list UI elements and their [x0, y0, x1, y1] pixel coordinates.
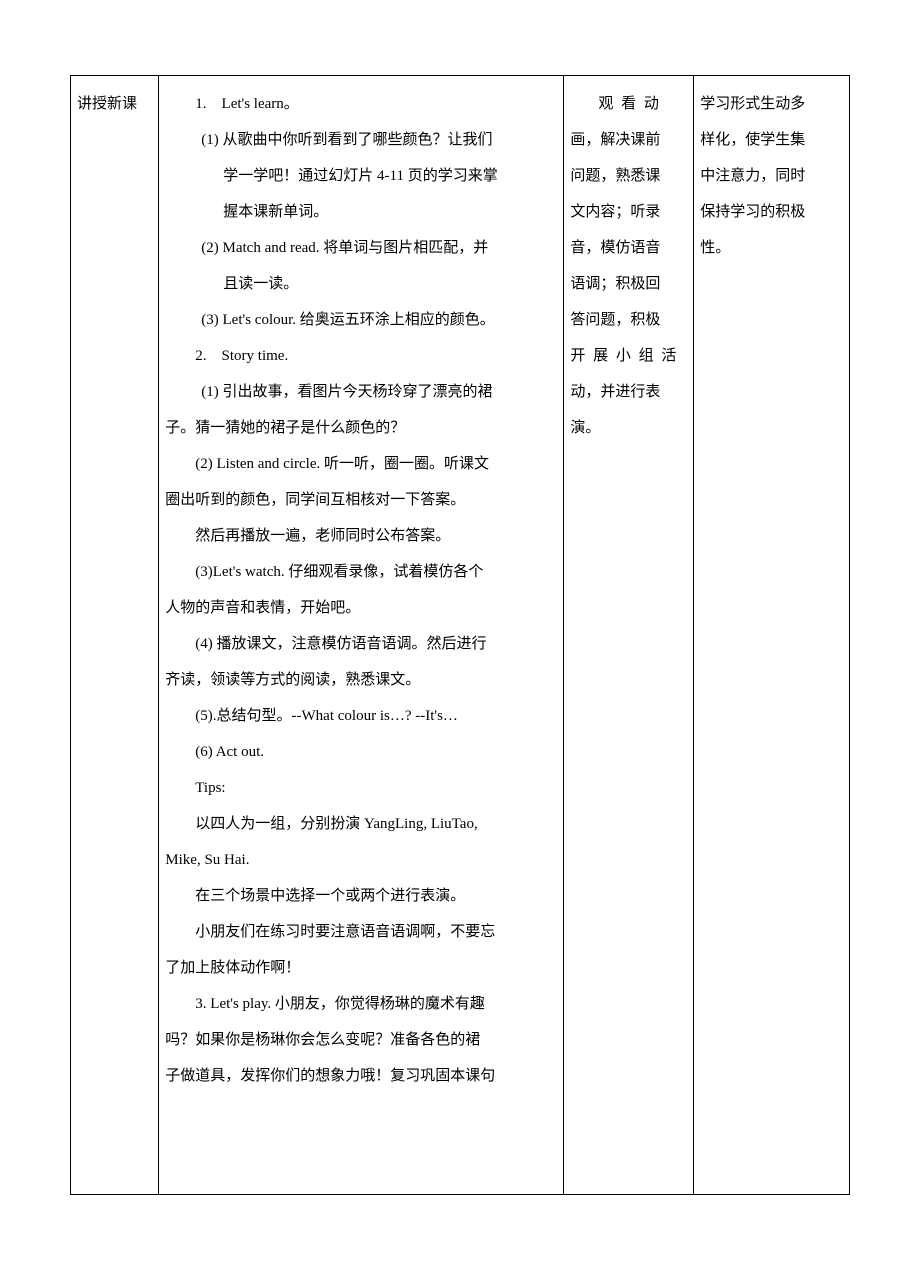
- section-head: 1. Let's learn。: [165, 86, 557, 122]
- line: 学习形式生动多: [700, 86, 843, 122]
- tips-item-cont: 了加上肢体动作啊！: [165, 950, 557, 986]
- student-activity-cell: 观 看 动 画，解决课前 问题，熟悉课 文内容；听录 音，模仿语音 语调；积极回…: [564, 76, 694, 1195]
- line: 动，并进行表: [570, 374, 687, 410]
- section-head: 2. Story time.: [165, 338, 557, 374]
- line: 样化，使学生集: [700, 122, 843, 158]
- line: 性。: [700, 230, 843, 266]
- line: 中注意力，同时: [700, 158, 843, 194]
- item-cont: 学一学吧！通过幻灯片 4-11 页的学习来掌: [165, 158, 557, 194]
- tips-head: Tips:: [165, 770, 557, 806]
- item-cont: 握本课新单词。: [165, 194, 557, 230]
- line: 演。: [570, 410, 687, 446]
- item: (6) Act out.: [165, 734, 557, 770]
- line: 画，解决课前: [570, 122, 687, 158]
- phase-cell: 讲授新课: [71, 76, 159, 1195]
- phase-heading: 讲授新课: [77, 86, 152, 122]
- section-3-cont: 子做道具，发挥你们的想象力哦！复习巩固本课句: [165, 1058, 557, 1094]
- item-cont: 且读一读。: [165, 266, 557, 302]
- item: (4) 播放课文，注意模仿语音语调。然后进行: [165, 626, 557, 662]
- item-cont: 齐读，领读等方式的阅读，熟悉课文。: [165, 662, 557, 698]
- section-3-cont: 吗？如果你是杨琳你会怎么变呢？准备各色的裙: [165, 1022, 557, 1058]
- item: (2) Listen and circle. 听一听，圈一圈。听课文: [165, 446, 557, 482]
- line: 语调；积极回: [570, 266, 687, 302]
- line: 文内容；听录: [570, 194, 687, 230]
- line: 观 看 动: [570, 86, 687, 122]
- item: (1) 从歌曲中你听到看到了哪些颜色？让我们: [165, 122, 557, 158]
- item-cont: 人物的声音和表情，开始吧。: [165, 590, 557, 626]
- tips-item: 小朋友们在练习时要注意语音语调啊，不要忘: [165, 914, 557, 950]
- txt: 开 展 小 组 活: [570, 348, 678, 364]
- item: (5).总结句型。--What colour is…? --It's…: [165, 698, 557, 734]
- line: 音，模仿语音: [570, 230, 687, 266]
- line: 答问题，积极: [570, 302, 687, 338]
- item: (3)Let's watch. 仔细观看录像，试着模仿各个: [165, 554, 557, 590]
- item-cont: 圈出听到的颜色，同学间互相核对一下答案。: [165, 482, 557, 518]
- txt: 观 看 动: [598, 96, 661, 112]
- section-3: 3. Let's play. 小朋友，你觉得杨琳的魔术有趣: [165, 986, 557, 1022]
- line: 开 展 小 组 活: [570, 338, 687, 374]
- item-cont: 子。猜一猜她的裙子是什么颜色的？: [165, 410, 557, 446]
- item: (1) 引出故事，看图片今天杨玲穿了漂亮的裙: [165, 374, 557, 410]
- item-cont: 然后再播放一遍，老师同时公布答案。: [165, 518, 557, 554]
- item: (2) Match and read. 将单词与图片相匹配，并: [165, 230, 557, 266]
- lesson-plan-table: 讲授新课 1. Let's learn。 (1) 从歌曲中你听到看到了哪些颜色？…: [70, 75, 850, 1195]
- design-intent-cell: 学习形式生动多 样化，使学生集 中注意力，同时 保持学习的积极 性。: [694, 76, 850, 1195]
- line: 保持学习的积极: [700, 194, 843, 230]
- table-row: 讲授新课 1. Let's learn。 (1) 从歌曲中你听到看到了哪些颜色？…: [71, 76, 850, 1195]
- line: 问题，熟悉课: [570, 158, 687, 194]
- page-container: 讲授新课 1. Let's learn。 (1) 从歌曲中你听到看到了哪些颜色？…: [0, 0, 920, 1275]
- tips-item-cont: Mike, Su Hai.: [165, 842, 557, 878]
- teacher-activity-cell: 1. Let's learn。 (1) 从歌曲中你听到看到了哪些颜色？让我们 学…: [159, 76, 564, 1195]
- tips-item: 以四人为一组，分别扮演 YangLing, LiuTao,: [165, 806, 557, 842]
- item: (3) Let's colour. 给奥运五环涂上相应的颜色。: [165, 302, 557, 338]
- tips-item: 在三个场景中选择一个或两个进行表演。: [165, 878, 557, 914]
